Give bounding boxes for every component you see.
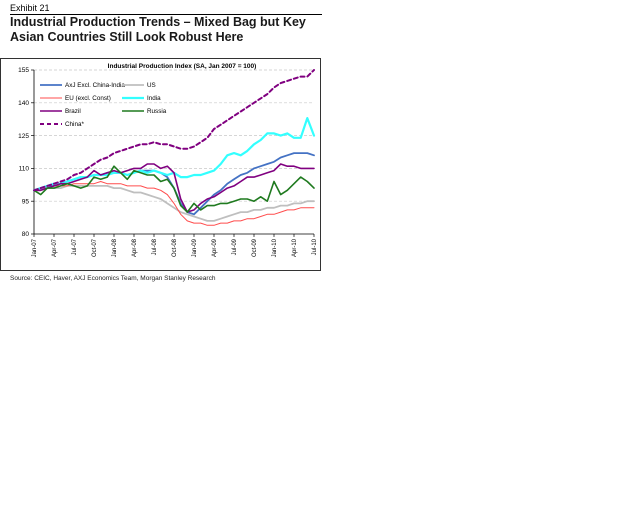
y-tick-label: 155 (18, 67, 29, 74)
y-tick-label: 125 (18, 133, 29, 140)
series-line-china (33, 69, 315, 192)
legend-label: AxJ Excl. China-India (65, 82, 125, 89)
x-tick-label: Jul-10 (312, 238, 318, 255)
series-line-brazil (33, 163, 315, 213)
header-rule (10, 14, 322, 15)
x-tick-label: Apr-10 (292, 238, 298, 257)
series-line-india (32, 117, 316, 192)
x-tick-label: Jul-07 (72, 238, 78, 255)
x-tick-label: Apr-07 (52, 238, 58, 257)
legend-label: EU (excl. Const) (65, 95, 111, 102)
x-tick-label: Jul-09 (232, 238, 238, 255)
title-line-2: Asian Countries Still Look Robust Here (10, 30, 244, 44)
legend-label: China* (65, 121, 84, 128)
x-tick-label: Jan-08 (112, 238, 118, 257)
x-tick-label: Jan-09 (192, 238, 198, 257)
x-tick-label: Jul-08 (152, 238, 158, 255)
y-tick-label: 110 (19, 166, 30, 173)
x-tick-label: Jan-10 (272, 238, 278, 257)
legend-label: US (147, 82, 156, 89)
page-title: Industrial Production Trends – Mixed Bag… (10, 15, 330, 45)
series-line-russia (33, 165, 315, 213)
chart-title: Industrial Production Index (SA, Jan 200… (108, 63, 257, 70)
series-line-eu-excl-const (33, 181, 315, 226)
series-line-us (33, 185, 315, 222)
line-chart: Industrial Production Index (SA, Jan 200… (0, 58, 321, 271)
y-tick-label: 95 (22, 198, 30, 205)
x-tick-label: Jan-07 (32, 238, 38, 257)
source-note: Source: CEIC, Haver, AXJ Economics Team,… (10, 275, 216, 282)
x-tick-label: Oct-07 (92, 238, 98, 257)
x-tick-label: Apr-08 (132, 238, 138, 257)
x-tick-label: Apr-09 (212, 238, 218, 257)
legend-label: Brazil (65, 108, 81, 115)
legend-label: Russia (147, 108, 167, 115)
x-tick-label: Oct-09 (252, 238, 258, 257)
y-tick-label: 140 (18, 100, 29, 107)
x-tick-label: Oct-08 (172, 238, 178, 257)
title-line-1: Industrial Production Trends – Mixed Bag… (10, 15, 306, 29)
chart-frame (0, 58, 321, 271)
exhibit-label: Exhibit 21 (10, 3, 50, 13)
legend-label: India (147, 95, 161, 102)
y-tick-label: 80 (22, 231, 30, 238)
